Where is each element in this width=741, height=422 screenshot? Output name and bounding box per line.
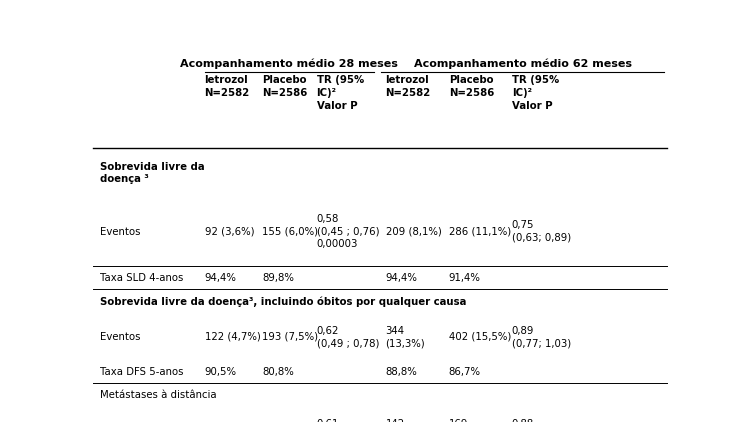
Text: 94,4%: 94,4% (205, 273, 236, 284)
Text: 0,89
(0,77; 1,03): 0,89 (0,77; 1,03) (512, 326, 571, 348)
Text: 0,75
(0,63; 0,89): 0,75 (0,63; 0,89) (512, 220, 571, 243)
Text: 122 (4,7%): 122 (4,7%) (205, 332, 261, 342)
Text: 0,61
(0,44 ; 0,84): 0,61 (0,44 ; 0,84) (316, 419, 379, 422)
Text: 169
(6,5%): 169 (6,5%) (448, 419, 482, 422)
Text: Placebo
N=2586: Placebo N=2586 (448, 75, 494, 98)
Text: 193 (7,5%): 193 (7,5%) (262, 332, 318, 342)
Text: 402 (15,5%): 402 (15,5%) (448, 332, 511, 342)
Text: 0,58
(0,45 ; 0,76)
0,00003: 0,58 (0,45 ; 0,76) 0,00003 (316, 214, 379, 249)
Text: 155 (6,0%): 155 (6,0%) (262, 227, 318, 237)
Text: 90,5%: 90,5% (205, 367, 236, 377)
Text: TR (95%
IC)²
Valor P: TR (95% IC)² Valor P (512, 75, 559, 111)
Text: letrozol
N=2582: letrozol N=2582 (205, 75, 250, 98)
Text: Taxa SLD 4-anos: Taxa SLD 4-anos (99, 273, 183, 284)
Text: 92 (3,6%): 92 (3,6%) (205, 227, 254, 237)
Text: 142
(5,5%): 142 (5,5%) (385, 419, 419, 422)
Text: 94,4%: 94,4% (385, 273, 417, 284)
Text: 91,4%: 91,4% (448, 273, 481, 284)
Text: 80,8%: 80,8% (262, 367, 293, 377)
Text: Sobrevida livre da doença³, incluindo óbitos por qualquer causa: Sobrevida livre da doença³, incluindo ób… (99, 297, 466, 307)
Text: letrozol
N=2582: letrozol N=2582 (385, 75, 431, 98)
Text: Metástases à distância: Metástases à distância (99, 390, 216, 400)
Text: Sobrevida livre da
doença ³: Sobrevida livre da doença ³ (99, 162, 204, 184)
Text: Acompanhamento médio 28 meses: Acompanhamento médio 28 meses (180, 59, 398, 69)
Text: Eventos: Eventos (99, 332, 140, 342)
Text: 286 (11,1%): 286 (11,1%) (448, 227, 511, 237)
Text: Taxa DFS 5-anos: Taxa DFS 5-anos (99, 367, 183, 377)
Text: 209 (8,1%): 209 (8,1%) (385, 227, 442, 237)
Text: 0,62
(0,49 ; 0,78): 0,62 (0,49 ; 0,78) (316, 326, 379, 348)
Text: 0,88
(0,70; 1,10): 0,88 (0,70; 1,10) (512, 419, 571, 422)
Text: Eventos: Eventos (99, 227, 140, 237)
Text: 344
(13,3%): 344 (13,3%) (385, 326, 425, 348)
Text: TR (95%
IC)²
Valor P: TR (95% IC)² Valor P (316, 75, 364, 111)
Text: Acompanhamento médio 62 meses: Acompanhamento médio 62 meses (413, 59, 632, 69)
Text: 86,7%: 86,7% (448, 367, 481, 377)
Text: 89,8%: 89,8% (262, 273, 294, 284)
Text: Placebo
N=2586: Placebo N=2586 (262, 75, 308, 98)
Text: 88,8%: 88,8% (385, 367, 417, 377)
